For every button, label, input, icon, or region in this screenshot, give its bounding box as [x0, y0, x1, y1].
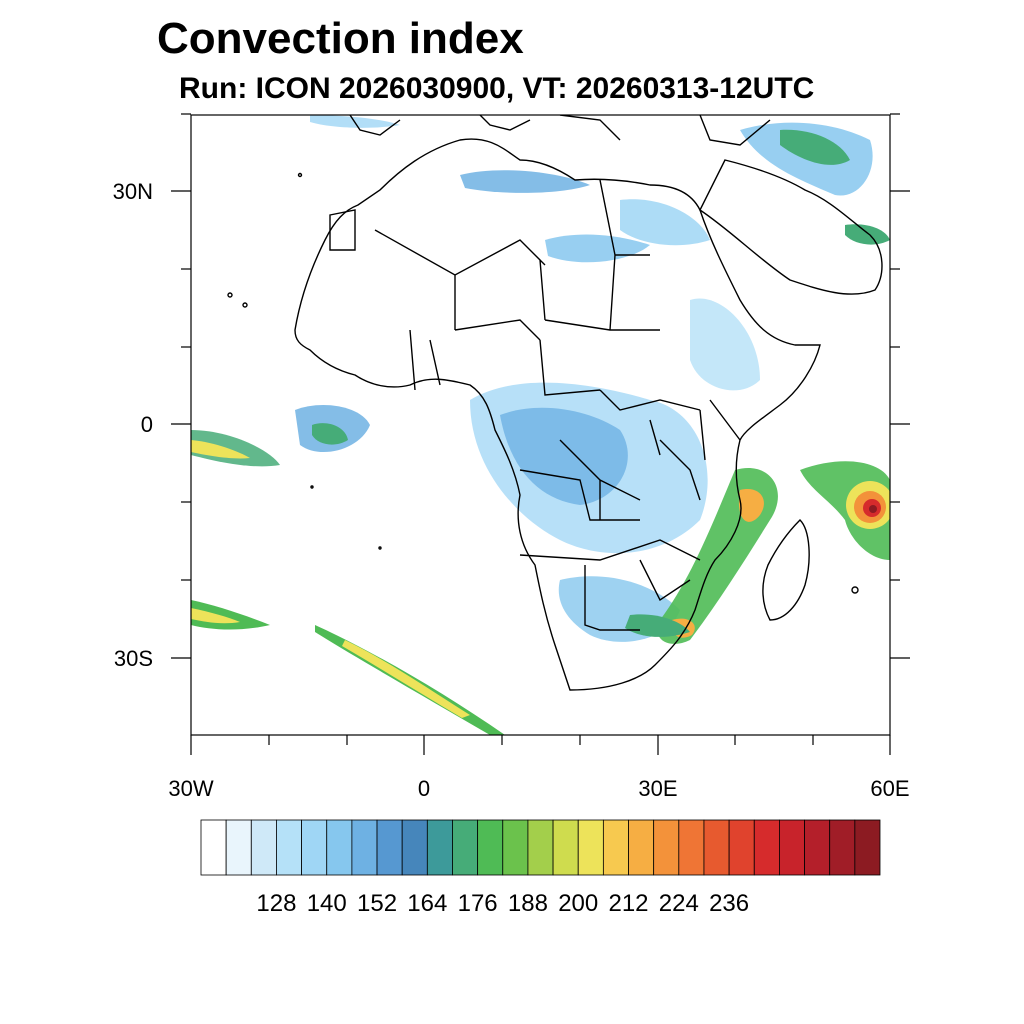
colorbar-tick-label: 152	[357, 890, 397, 917]
convection-field	[191, 115, 890, 735]
colorbar-swatch	[703, 819, 730, 876]
colorbar-tick-label: 164	[407, 890, 447, 917]
colorbar-swatch	[577, 819, 604, 876]
y-label-30n: 30N	[113, 179, 153, 204]
map-subtitle: Run: ICON 2026030900, VT: 20260313-12UTC	[179, 72, 815, 105]
axis-ticks	[171, 113, 910, 755]
colorbar-tick-label: 128	[256, 890, 296, 917]
colorbar-swatch	[804, 819, 831, 876]
colorbar-swatch	[301, 819, 328, 876]
colorbar-swatch	[779, 819, 805, 876]
colorbar-swatch	[250, 819, 277, 876]
x-label-30w: 30W	[168, 776, 213, 801]
y-label-0: 0	[141, 412, 153, 437]
colorbar-swatch	[829, 819, 856, 876]
colorbar-swatch	[678, 819, 705, 876]
colorbar-swatch	[602, 819, 629, 876]
colorbar-swatch	[653, 819, 680, 876]
colorbar-tick-label: 176	[458, 890, 498, 917]
colorbar-swatch	[326, 819, 353, 876]
map-title: Convection index	[157, 14, 524, 63]
x-label-0: 0	[418, 776, 430, 801]
colorbar-swatch	[477, 819, 504, 876]
colorbar-swatch	[728, 819, 755, 876]
colorbar-swatch	[200, 819, 227, 876]
x-label-60e: 60E	[870, 776, 909, 801]
colorbar-tick-label: 212	[608, 890, 648, 917]
colorbar-swatch	[351, 819, 378, 876]
colorbar-swatch	[527, 819, 554, 876]
colorbar-swatch	[452, 819, 479, 876]
colorbar-swatch	[854, 819, 881, 876]
colorbar-tick-label: 236	[709, 890, 749, 917]
y-label-30s: 30S	[114, 646, 153, 671]
colorbar-swatch	[552, 819, 579, 876]
colorbar-tick-label: 200	[558, 890, 598, 917]
colorbar-swatch	[376, 819, 403, 876]
colorbar-tick-label: 224	[659, 890, 699, 917]
colorbar: 128 140 152 164 176 188 200 212 224 236	[200, 819, 881, 917]
colorbar-swatch	[753, 819, 780, 876]
x-label-30e: 30E	[638, 776, 677, 801]
plot-frame	[190, 114, 891, 736]
coastlines	[227, 115, 883, 691]
colorbar-tick-label: 188	[508, 890, 548, 917]
colorbar-swatch	[628, 819, 655, 876]
colorbar-swatch	[276, 819, 302, 876]
colorbar-swatch	[225, 819, 252, 876]
colorbar-tick-label: 140	[307, 890, 347, 917]
colorbar-swatch	[502, 819, 529, 876]
colorbar-swatch	[426, 819, 453, 876]
colorbar-swatch	[401, 819, 428, 876]
